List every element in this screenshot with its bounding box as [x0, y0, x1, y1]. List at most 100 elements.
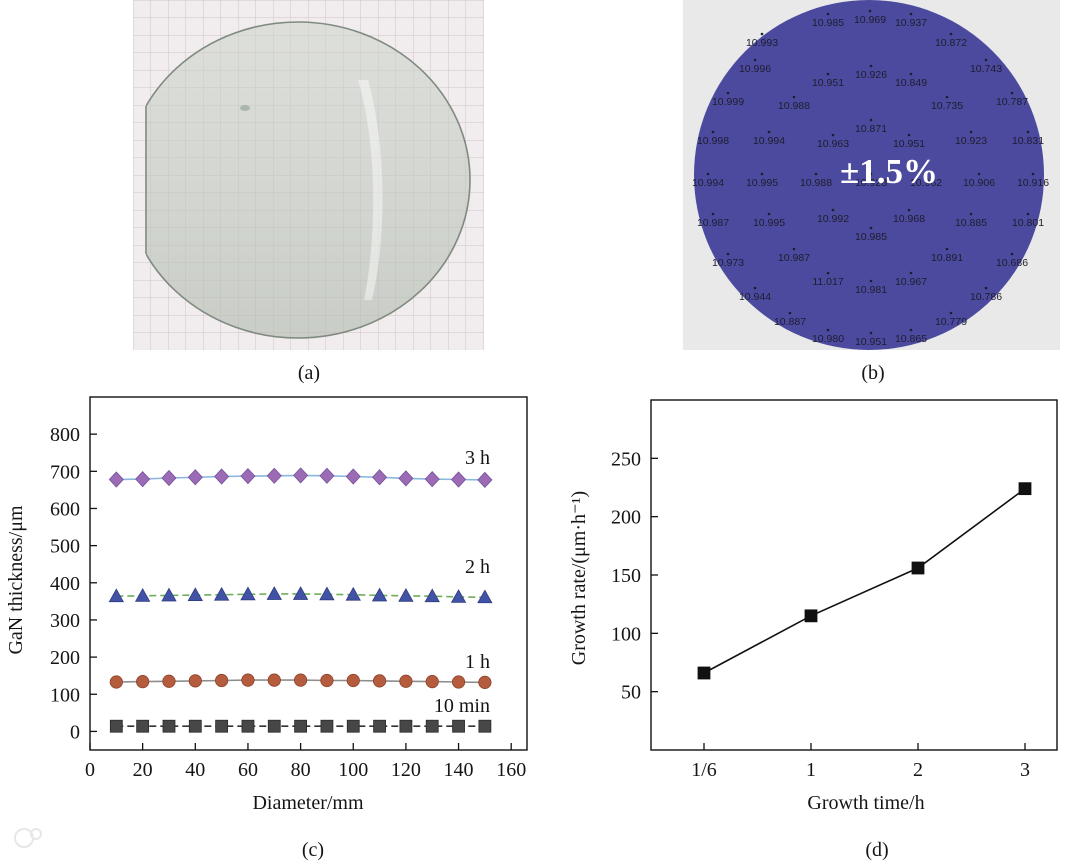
- measurement-point-dot: [949, 32, 953, 36]
- measurement-point-dot: [726, 252, 730, 256]
- x-tick-label: 40: [185, 759, 205, 781]
- thickness-value: 10.944: [739, 291, 771, 303]
- measurement-point-dot: [711, 212, 715, 216]
- data-point-triangle: [424, 588, 440, 603]
- data-point-square: [804, 609, 818, 623]
- data-point-diamond: [451, 471, 467, 488]
- data-point-triangle: [213, 586, 230, 601]
- data-point-circle: [425, 675, 439, 689]
- thickness-value: 10.831: [1012, 135, 1044, 147]
- measurement-point-dot: [792, 95, 796, 99]
- y-tick-label: 100: [50, 684, 80, 706]
- thickness-value: 10.951: [812, 77, 844, 89]
- data-point-triangle: [266, 586, 282, 600]
- y-axis-title: Growth rate/(μm·h⁻¹): [568, 491, 590, 665]
- thickness-value: 10.988: [800, 177, 832, 189]
- x-tick-label: 120: [391, 759, 421, 781]
- measurement-point-dot: [984, 286, 988, 290]
- thickness-value: 10.779: [935, 316, 967, 328]
- thickness-value: 10.999: [712, 96, 744, 108]
- data-point-square: [136, 719, 150, 733]
- thickness-value: 10.928: [855, 177, 887, 189]
- series-label: 2 h: [465, 556, 490, 578]
- thickness-value-grid: 10.985 10.969 10.937 10.993 10.872 10.996 10.9…: [692, 9, 1049, 348]
- data-point-square: [109, 719, 123, 733]
- measurement-point-dot: [1026, 130, 1030, 134]
- data-point-triangle: [240, 586, 256, 601]
- thickness-value: 10.995: [746, 177, 778, 189]
- data-point-square: [241, 719, 255, 733]
- data-point-circle: [188, 674, 202, 688]
- data-point-diamond: [135, 471, 151, 488]
- series-line: [703, 488, 1026, 674]
- data-point-triangle: [134, 587, 151, 602]
- thickness-value: 10.786: [970, 291, 1002, 303]
- data-point-circle: [215, 673, 229, 688]
- watermark-logo-icon: [30, 828, 42, 840]
- x-tick-label: 2: [913, 759, 923, 781]
- thickness-value: 10.787: [996, 96, 1028, 108]
- thickness-value: 10.998: [697, 135, 729, 147]
- y-tick-label: 400: [50, 573, 80, 595]
- thickness-value: 10.801: [1012, 217, 1044, 229]
- data-point-square: [373, 719, 386, 733]
- measurement-point-dot: [831, 133, 835, 137]
- measurement-point-dot: [869, 226, 873, 230]
- measurement-point-dot: [826, 328, 830, 332]
- measurement-point-dot: [826, 72, 830, 76]
- thickness-value: 10.686: [996, 257, 1028, 269]
- measurement-point-dot: [1031, 172, 1035, 176]
- x-tick-label: 3: [1020, 759, 1030, 781]
- y-tick-label: 800: [50, 424, 80, 446]
- series-triangle: [108, 586, 493, 604]
- x-tick-label: 60: [238, 759, 258, 781]
- measurement-point-dot: [1010, 252, 1014, 256]
- panel-c: 0 100 200 300 400 500 600 700 800 0 20 40 60 80 100 120…: [5, 396, 528, 861]
- data-point-circle: [267, 673, 281, 687]
- thickness-value: 10.871: [855, 123, 887, 135]
- data-point-triangle: [450, 589, 467, 603]
- measurement-point-dot: [984, 58, 988, 62]
- measurement-point-dot: [1026, 212, 1030, 216]
- measurement-point-dot: [767, 212, 771, 216]
- y-tick-label: 50: [621, 682, 641, 704]
- measurement-point-dot: [788, 311, 792, 315]
- thickness-value: 10.937: [895, 17, 927, 29]
- panel-a-caption: (a): [298, 362, 320, 384]
- data-point-triangle: [108, 588, 125, 603]
- thickness-value: 10.963: [817, 138, 849, 150]
- thickness-value: 10.981: [855, 284, 887, 296]
- data-point-square: [425, 719, 439, 733]
- data-point-square: [911, 561, 925, 575]
- x-tick-label: 80: [291, 759, 311, 781]
- thickness-value: 10.967: [895, 276, 927, 288]
- data-point-square: [452, 719, 465, 733]
- x-tick-label: 1: [806, 759, 816, 781]
- data-point-diamond: [319, 467, 335, 484]
- data-point-diamond: [108, 471, 124, 488]
- measurement-point-dot: [753, 286, 757, 290]
- measurement-point-dot: [826, 12, 830, 16]
- data-point-diamond: [240, 468, 256, 485]
- thickness-value: 10.973: [712, 257, 744, 269]
- y-tick-label: 150: [611, 565, 641, 587]
- series-square: [109, 719, 492, 733]
- measurement-point-dot: [726, 91, 730, 95]
- measurement-point-dot: [753, 58, 757, 62]
- thickness-value: 10.906: [963, 177, 995, 189]
- y-tick-label: 100: [611, 623, 641, 645]
- measurement-point-dot: [945, 247, 949, 251]
- measurement-point-dot: [792, 247, 796, 251]
- data-point-circle: [478, 675, 492, 689]
- plot-frame: [89, 396, 528, 751]
- thickness-value: 10.923: [955, 135, 987, 147]
- measurement-point-dot: [977, 172, 981, 176]
- measurement-point-dot: [814, 172, 818, 176]
- data-point-triangle: [319, 586, 335, 601]
- measurement-point-dot: [869, 64, 873, 68]
- data-point-circle: [451, 675, 466, 689]
- measurement-point-dot: [760, 32, 764, 36]
- x-tick-label: 1/6: [691, 759, 717, 781]
- measurement-point-dot: [869, 118, 873, 122]
